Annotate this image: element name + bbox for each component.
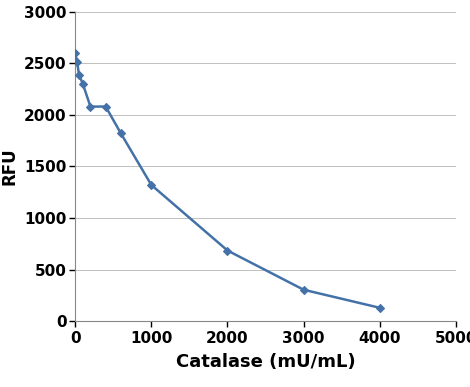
X-axis label: Catalase (mU/mL): Catalase (mU/mL): [176, 353, 355, 371]
Y-axis label: RFU: RFU: [0, 147, 19, 185]
